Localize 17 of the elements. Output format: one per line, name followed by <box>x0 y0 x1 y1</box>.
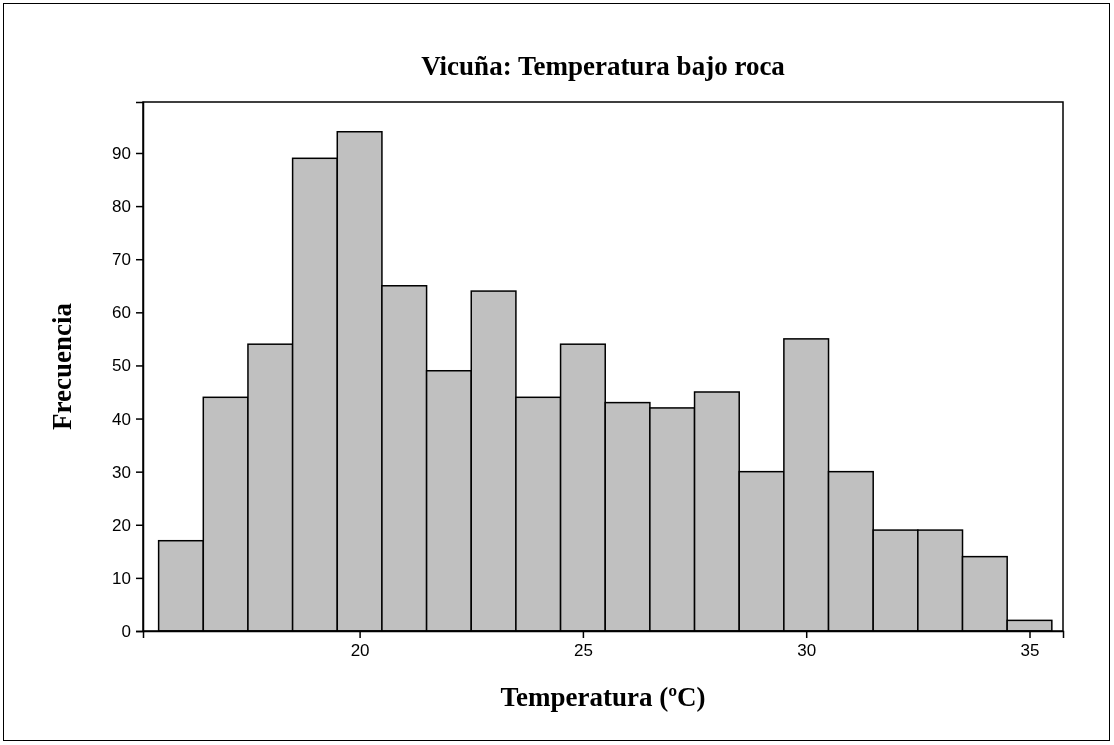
y-tick-label: 50 <box>112 356 131 376</box>
x-tick-label: 30 <box>797 641 817 661</box>
x-tick-label: 20 <box>350 641 370 661</box>
y-tick-label: 0 <box>121 621 131 641</box>
chart-title: Vicuña: Temperatura bajo roca <box>421 51 786 81</box>
y-axis-title: Frecuencia <box>47 302 77 430</box>
y-tick-label: 40 <box>112 409 131 429</box>
y-tick-label: 90 <box>112 143 131 163</box>
y-tick-label: 20 <box>112 515 131 535</box>
y-tick-label: 80 <box>112 197 131 217</box>
y-tick-label: 10 <box>112 568 131 588</box>
x-tick-label: 35 <box>1020 641 1040 661</box>
y-tick-label: 60 <box>112 303 131 323</box>
x-axis-title: Temperatura (ºC) <box>500 682 706 712</box>
x-tick-label: 25 <box>573 641 593 661</box>
y-tick-label: 30 <box>112 462 131 482</box>
y-tick-label: 70 <box>112 250 131 270</box>
